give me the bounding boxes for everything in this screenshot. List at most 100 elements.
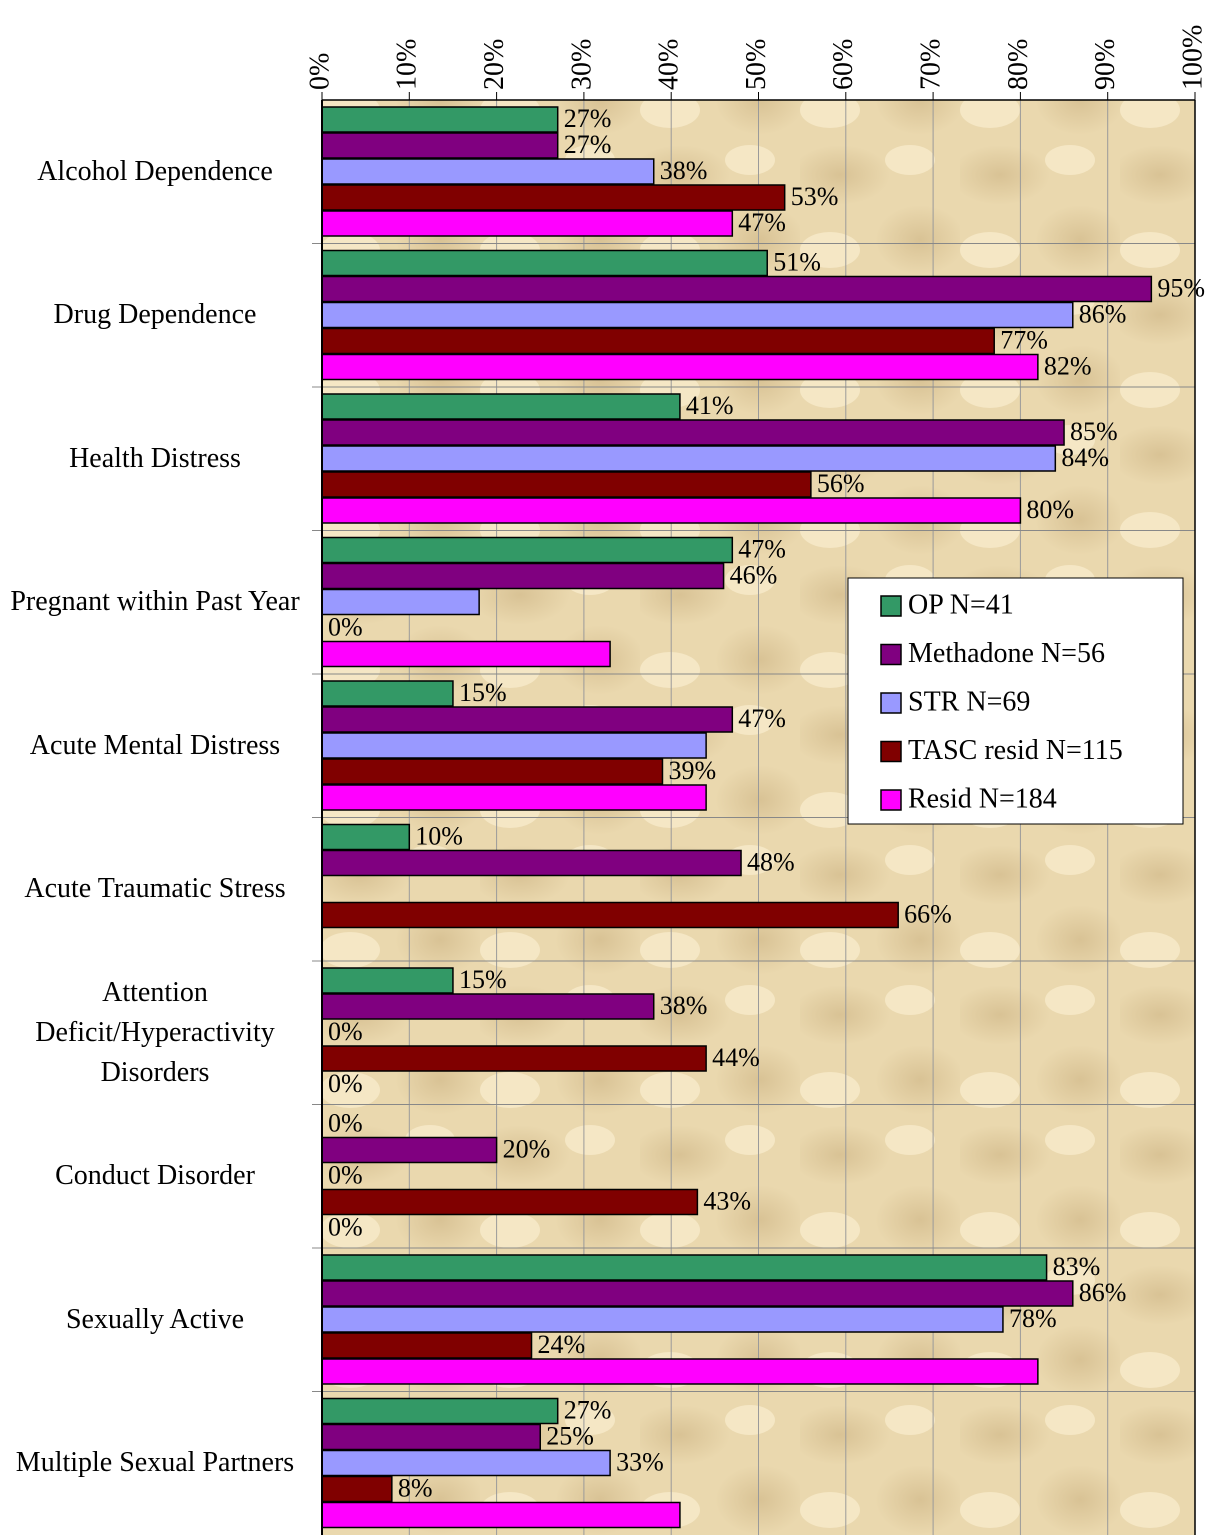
bar bbox=[321, 184, 786, 211]
data-label: 86% bbox=[1079, 299, 1127, 328]
category-label: Pregnant within Past Year bbox=[10, 586, 300, 618]
data-label: 8% bbox=[398, 1473, 433, 1502]
legend-label: Resid N=184 bbox=[908, 783, 1057, 814]
bar bbox=[321, 784, 707, 811]
data-label: 0% bbox=[328, 1212, 363, 1241]
bar bbox=[321, 1254, 1048, 1281]
legend-swatch bbox=[880, 595, 902, 617]
bar bbox=[321, 1358, 1039, 1385]
category-label: Drug Dependence bbox=[53, 299, 257, 331]
legend-swatch bbox=[880, 740, 902, 763]
bar bbox=[321, 158, 655, 185]
data-label: 51% bbox=[773, 247, 821, 276]
data-label: 25% bbox=[546, 1421, 594, 1450]
bar bbox=[321, 536, 734, 564]
data-label: 38% bbox=[660, 991, 708, 1020]
legend-box bbox=[847, 577, 1184, 825]
data-label: 27% bbox=[564, 104, 612, 133]
bar bbox=[321, 132, 559, 159]
category-label: Sexually Active bbox=[65, 1303, 245, 1335]
category-label: Acute Traumatic Stress bbox=[24, 873, 286, 905]
data-label: 27% bbox=[564, 130, 612, 159]
x-tick-label: 10% bbox=[392, 39, 423, 90]
bar bbox=[321, 1397, 559, 1425]
bar bbox=[321, 1306, 1004, 1333]
x-tick-label: 30% bbox=[566, 39, 597, 90]
x-tick-label: 50% bbox=[741, 39, 772, 90]
category-label: Attention Deficit/Hyperactivity Disorder… bbox=[35, 976, 275, 1088]
bar bbox=[321, 640, 611, 668]
data-label: 43% bbox=[703, 1186, 751, 1215]
data-label: 0% bbox=[328, 1160, 363, 1189]
bar bbox=[321, 445, 1057, 472]
legend-swatch bbox=[880, 692, 902, 714]
data-label: 78% bbox=[1009, 1304, 1057, 1333]
data-label: 10% bbox=[415, 821, 463, 850]
x-tick-label: 90% bbox=[1090, 39, 1121, 90]
bar bbox=[321, 1280, 1074, 1307]
bar bbox=[321, 758, 664, 785]
data-label: 20% bbox=[503, 1134, 551, 1163]
data-label: 33% bbox=[616, 1447, 664, 1476]
data-label: 47% bbox=[738, 208, 786, 237]
data-label: 47% bbox=[738, 534, 786, 563]
bar bbox=[321, 588, 480, 616]
bar bbox=[321, 275, 1153, 303]
data-label: 77% bbox=[1000, 325, 1048, 354]
x-tick-label: 80% bbox=[1003, 39, 1034, 90]
x-tick-label: 100% bbox=[1177, 25, 1208, 90]
data-label: 39% bbox=[668, 756, 716, 785]
bar bbox=[321, 210, 734, 237]
legend-label: STR N=69 bbox=[908, 686, 1030, 717]
bar bbox=[321, 680, 454, 707]
bar bbox=[321, 1136, 498, 1164]
legend-swatch bbox=[880, 789, 902, 811]
data-label: 24% bbox=[538, 1330, 586, 1359]
category-label: Alcohol Dependence bbox=[37, 155, 273, 187]
data-label: 85% bbox=[1070, 417, 1118, 446]
bar bbox=[321, 301, 1074, 329]
legend-label: TASC resid N=115 bbox=[908, 735, 1123, 766]
legend: OP N=41 Methadone N=56 STR N=69 TASC resid … bbox=[847, 577, 1184, 825]
data-label: 0% bbox=[328, 612, 363, 641]
data-label: 84% bbox=[1061, 443, 1109, 472]
legend-label: OP N=41 bbox=[908, 589, 1014, 620]
bar bbox=[321, 706, 734, 733]
data-label: 66% bbox=[904, 899, 952, 928]
data-label: 0% bbox=[328, 1069, 363, 1098]
bar bbox=[321, 849, 742, 877]
category-label: Multiple Sexual Partners bbox=[15, 1447, 295, 1479]
bar bbox=[321, 497, 1022, 524]
data-label: 48% bbox=[747, 847, 795, 876]
data-label: 0% bbox=[328, 1017, 363, 1046]
data-label: 83% bbox=[1053, 1252, 1101, 1281]
data-label: 15% bbox=[459, 965, 507, 994]
data-label: 27% bbox=[564, 1395, 612, 1424]
data-label: 47% bbox=[738, 704, 786, 733]
bar bbox=[321, 1501, 681, 1529]
bar bbox=[321, 732, 707, 759]
x-tick-label: 60% bbox=[828, 39, 859, 90]
data-label: 46% bbox=[730, 560, 778, 589]
data-label: 80% bbox=[1026, 495, 1074, 524]
bar bbox=[321, 327, 995, 355]
bar bbox=[321, 1188, 699, 1216]
data-label: 38% bbox=[660, 156, 708, 185]
x-tick-label: 70% bbox=[916, 39, 947, 90]
bar bbox=[321, 1449, 611, 1477]
bar bbox=[321, 106, 559, 133]
bar bbox=[321, 393, 681, 420]
data-label: 53% bbox=[791, 182, 839, 211]
x-tick-label: 20% bbox=[479, 39, 510, 90]
bar bbox=[321, 471, 812, 498]
data-label: 15% bbox=[459, 678, 507, 707]
data-label: 0% bbox=[328, 1108, 363, 1137]
data-label: 82% bbox=[1044, 351, 1092, 380]
bar bbox=[321, 901, 899, 929]
bar bbox=[321, 1332, 533, 1359]
data-label: 86% bbox=[1079, 1278, 1127, 1307]
bar bbox=[321, 823, 411, 851]
bar bbox=[321, 419, 1065, 446]
